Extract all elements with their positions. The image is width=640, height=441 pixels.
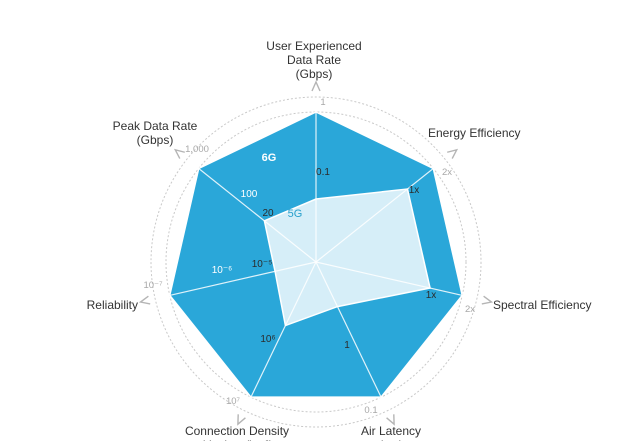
tick-outer-spectral-efficiency: 2x [465,304,475,315]
grid-circle-5 [165,111,467,413]
tick-6g-peak-data-rate: 100 [241,189,258,200]
axis-labels: User Experienced Data Rate (Gbps)Energy Ef… [87,39,592,441]
tick-outer-energy-efficiency: 2x [442,167,452,178]
tick-5g-connection-density: 10⁶ [260,334,275,345]
tick-outer-reliability: 10⁻⁷ [143,280,163,291]
axis-label-connection-density: Connection Density(devices/km²) [185,424,289,441]
axis-label-user-experienced-data-rate: User Experienced Data Rate (Gbps) [266,39,361,81]
axis-label-line: (ms) [379,438,403,441]
axis-label-line: Reliability [87,298,138,312]
tick-5g-user-experienced-data-rate: 0.1 [316,167,330,178]
spoke-reliability [157,261,317,299]
arrow-user-experienced-data-rate [311,80,321,92]
radar-spokes [157,100,475,409]
grid-circle-6 [150,96,482,428]
axis-ticks: 1 0.1 2x 1x 2x 1x 0.1 1 10⁷ 10⁶ 10⁻⁷ 10⁻⁶ 10⁻⁵ 1,000 1… [143,97,475,416]
series-5g-label: 5G [288,208,303,220]
tick-outer-peak-data-rate: 1,000 [185,144,209,155]
tick-5g-peak-data-rate: 20 [262,208,274,219]
tick-outer-air-latency: 0.1 [364,405,377,416]
axis-label-line: Peak Data Rate [113,119,198,133]
axis-label-reliability: Reliability [87,298,138,312]
axis-label-peak-data-rate: Peak Data Rate (Gbps) [113,119,198,147]
axis-label-line: Air Latency [361,424,421,438]
axis-label-line: (devices/km²) [201,438,273,441]
tick-5g-reliability: 10⁻⁵ [252,259,273,270]
axis-label-spectral-efficiency: Spectral Efficiency [493,298,592,312]
tick-5g-energy-efficiency: 1x [409,185,420,196]
axis-arrows [138,80,494,426]
axis-label-line: Energy Efficiency [428,126,521,140]
spoke-connection-density [245,261,317,409]
axis-label-line: (Gbps) [137,133,174,147]
tick-6g-reliability: 10⁻⁶ [212,265,233,276]
series-6g-label: 6G [262,152,277,164]
series-5g-polygon [263,188,431,327]
axis-label-line: Connection Density [185,424,289,438]
tick-outer-user-experienced-data-rate: 1 [320,97,325,108]
tick-5g-spectral-efficiency: 1x [426,290,437,301]
axis-label-energy-efficiency: Energy Efficiency [428,126,521,140]
arrow-energy-efficiency [447,148,459,159]
spoke-peak-data-rate [188,160,317,263]
tick-outer-connection-density: 10⁷ [226,396,241,407]
arrow-air-latency [386,414,395,426]
spoke-energy-efficiency [315,160,444,263]
axis-label-line: Spectral Efficiency [493,298,592,312]
axis-label-line: (Gbps) [296,67,333,81]
axis-label-line: Data Rate [287,53,341,67]
spoke-air-latency [315,261,387,409]
spoke-spectral-efficiency [315,261,475,299]
arrow-connection-density [237,414,246,426]
axis-label-line: User Experienced [266,39,361,53]
arrow-peak-data-rate [173,148,185,159]
tick-5g-air-latency: 1 [344,340,350,351]
arrow-spectral-efficiency [481,295,494,305]
axis-label-air-latency: Air Latency(ms) [361,424,421,441]
arrow-reliability [138,295,151,305]
